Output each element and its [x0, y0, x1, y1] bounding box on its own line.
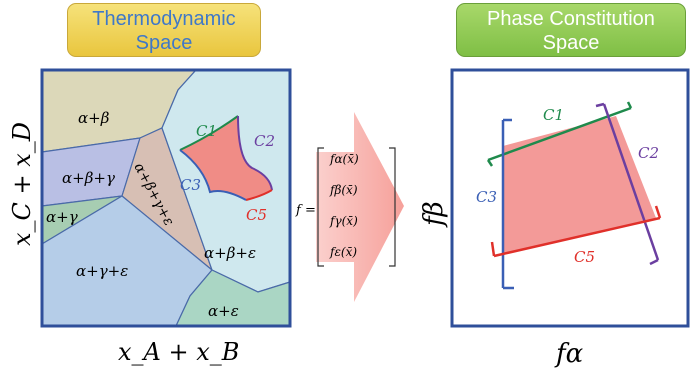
curve-label-c3: C3	[180, 176, 201, 194]
phase-label-c1: C1	[543, 106, 564, 124]
vector-entry-beta: fβ(x̄)	[329, 183, 358, 197]
curve-label-c2: C2	[254, 132, 275, 150]
phase-c2-arrow-tick-top	[595, 102, 605, 108]
curve-c1	[179, 115, 239, 151]
phase-curve-c5	[493, 216, 661, 258]
phase-label-c2: C2	[638, 144, 659, 162]
phase-curve-c2	[602, 103, 660, 261]
f-equals-label: f =	[295, 203, 316, 218]
curve-label-c1: C1	[196, 122, 217, 140]
curve-c2	[237, 115, 273, 191]
phase-c1-arrow-tick-left	[486, 159, 494, 167]
mapping-arrow	[316, 112, 404, 302]
phase-x-axis-label: fα	[554, 339, 584, 369]
label-alpha-beta-gamma: α+β+γ	[62, 169, 115, 187]
phase-label-c3: C3	[476, 188, 497, 206]
curve-c5	[245, 189, 273, 201]
thermo-badge-line2: Space	[135, 32, 193, 54]
label-alpha-epsilon: α+ε	[208, 302, 239, 320]
phase-region-quad	[503, 116, 656, 254]
phase-c5-arrow-tick-right	[654, 205, 662, 219]
label-alpha-beta: α+β	[78, 109, 110, 127]
phase-c1-arrow-tick-right	[626, 101, 633, 109]
phase-constitution-space-badge: Phase Constitution Space	[456, 3, 686, 57]
mapping-arrow-group: f = fα(x̄) fβ(x̄) fγ(x̄) fε(x̄)	[295, 112, 404, 302]
vector-left-bracket	[317, 147, 324, 267]
phase-y-axis-label: fβ	[419, 201, 449, 228]
phase-frame	[450, 68, 690, 328]
vector-entry-alpha: fα(x̄)	[329, 152, 359, 166]
vector-entry-epsilon: fε(x̄)	[329, 245, 357, 259]
phase-c2-arrow-tick-bottom	[649, 258, 659, 266]
phase-badge-line2: Space	[542, 32, 600, 54]
label-alpha-gamma: α+γ	[46, 208, 78, 226]
phase-badge-line1: Phase Constitution	[487, 8, 655, 30]
phase-label-c5: C5	[574, 248, 595, 266]
phase-patch	[180, 116, 272, 200]
label-alpha-beta-epsilon: α+β+ε	[204, 244, 256, 262]
phase-c5-arrow-tick-left	[490, 241, 496, 257]
thermo-badge-line1: Thermodynamic	[92, 8, 236, 30]
phase-constitution-panel: C1 C2 C3 C5 fα fβ	[419, 68, 690, 369]
thermodynamic-space-panel: α+β α+β+γ α+γ α+β+γ+ε α+β+ε α+γ+ε α+ε C1…	[8, 68, 292, 366]
curve-label-c5: C5	[246, 206, 267, 224]
thermo-x-axis-label: x_A + x_B	[118, 338, 239, 366]
curve-c3	[179, 149, 247, 201]
thermodynamic-space-badge: Thermodynamic Space	[67, 3, 261, 57]
label-alpha-gamma-epsilon: α+γ+ε	[76, 262, 128, 280]
vector-entry-gamma: fγ(x̄)	[329, 214, 358, 228]
vector-right-bracket	[389, 147, 396, 267]
thermodynamic-frame	[40, 68, 292, 328]
thermo-y-axis-label: x_C + x_D	[8, 122, 36, 246]
